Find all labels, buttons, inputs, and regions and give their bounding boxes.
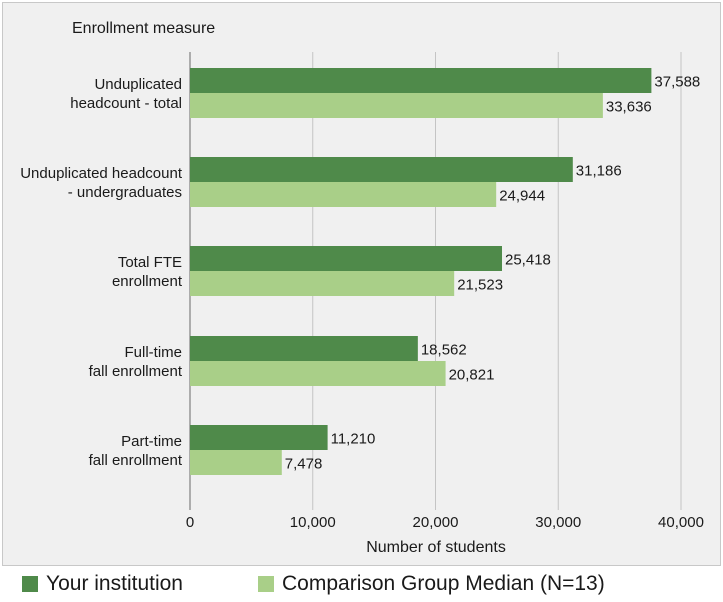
category-label: Total FTE enrollment bbox=[112, 254, 183, 290]
bar-comparison-group bbox=[190, 450, 282, 475]
data-label: 25,418 bbox=[505, 252, 551, 269]
x-tick-label: 40,000 bbox=[658, 514, 704, 531]
data-label: 33,636 bbox=[606, 99, 652, 116]
x-tick-label: 0 bbox=[186, 514, 194, 531]
data-label: 7,478 bbox=[285, 456, 323, 473]
category-label: Unduplicated headcount - undergraduates bbox=[20, 165, 183, 201]
legend-swatch-comparison-group bbox=[258, 576, 274, 592]
legend: Your institution Comparison Group Median… bbox=[2, 566, 719, 602]
data-label: 37,588 bbox=[654, 74, 700, 91]
legend-label-your-institution: Your institution bbox=[46, 572, 183, 595]
bar-comparison-group bbox=[190, 271, 455, 296]
x-tick-label: 10,000 bbox=[290, 514, 336, 531]
legend-item-your-institution: Your institution bbox=[22, 570, 183, 598]
bar-comparison-group bbox=[190, 93, 603, 118]
data-label: 11,210 bbox=[331, 431, 376, 448]
data-label: 24,944 bbox=[499, 188, 545, 205]
bar-chart: 37,588 31,186 25,418 18,562 11,210 33,636 24,9… bbox=[20, 20, 704, 556]
legend-swatch-your-institution bbox=[22, 576, 38, 592]
x-axis-title: Number of students bbox=[366, 539, 506, 556]
x-tick-label: 20,000 bbox=[413, 514, 459, 531]
chart-title: Enrollment measure bbox=[72, 20, 215, 37]
data-label: 31,186 bbox=[576, 163, 622, 180]
legend-item-comparison-group: Comparison Group Median (N=13) bbox=[258, 570, 605, 598]
data-label: 21,523 bbox=[457, 277, 503, 294]
x-tick-label: 30,000 bbox=[535, 514, 581, 531]
bar-your-institution bbox=[190, 425, 328, 450]
category-label: Full-time fall enrollment bbox=[89, 344, 183, 380]
bar-your-institution bbox=[190, 157, 573, 182]
bar-comparison-group bbox=[190, 361, 446, 386]
data-label: 20,821 bbox=[449, 367, 495, 384]
bar-your-institution bbox=[190, 336, 418, 361]
category-label: Unduplicated headcount - total bbox=[70, 76, 182, 112]
bar-your-institution bbox=[190, 246, 503, 271]
bars bbox=[190, 68, 652, 475]
bar-comparison-group bbox=[190, 182, 497, 207]
category-label: Part-time fall enrollment bbox=[89, 433, 183, 469]
data-label: 18,562 bbox=[421, 342, 467, 359]
legend-label-comparison-group: Comparison Group Median (N=13) bbox=[282, 572, 605, 595]
bar-your-institution bbox=[190, 68, 652, 93]
chart-text: 37,588 31,186 25,418 18,562 11,210 33,636 24,9… bbox=[20, 20, 704, 556]
